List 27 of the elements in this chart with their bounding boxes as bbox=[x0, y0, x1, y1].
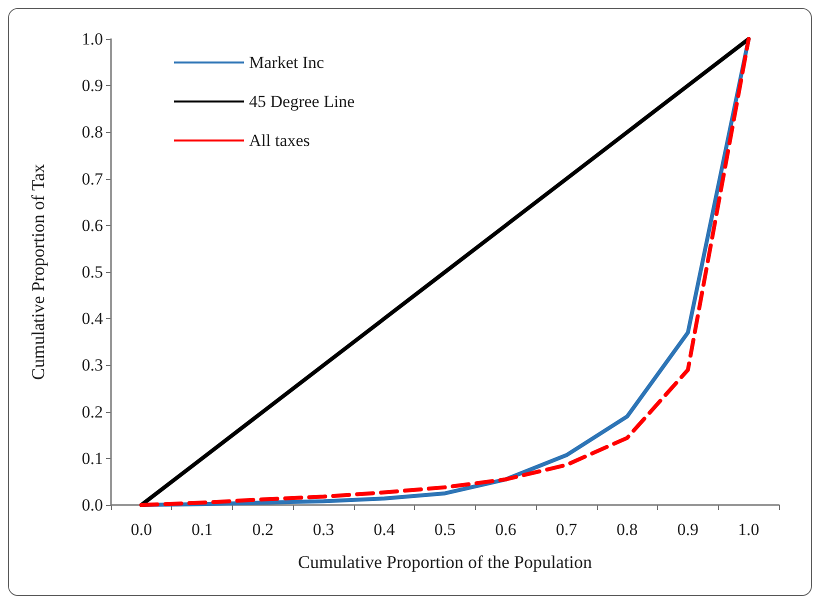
y-tick-label: 0.5 bbox=[82, 262, 103, 282]
y-tick-label: 0.8 bbox=[82, 122, 103, 142]
x-tick-label: 0.8 bbox=[616, 520, 638, 539]
legend-label: 45 Degree Line bbox=[249, 92, 355, 111]
y-axis-title: Cumulative Proportion of Tax bbox=[28, 164, 48, 380]
x-axis-title: Cumulative Proportion of the Population bbox=[298, 552, 592, 572]
x-tick-label: 1.0 bbox=[738, 520, 760, 539]
y-tick-label: 0.2 bbox=[82, 402, 103, 422]
x-tick-label: 0.2 bbox=[252, 520, 274, 539]
x-tick-label: 0.1 bbox=[191, 520, 213, 539]
x-tick-label: 0.7 bbox=[556, 520, 578, 539]
y-tick-label: 0.3 bbox=[82, 356, 103, 375]
x-tick-label: 0.3 bbox=[312, 520, 334, 539]
y-tick-label: 0.7 bbox=[82, 169, 104, 188]
y-tick-label: 0.6 bbox=[82, 216, 103, 235]
legend-label: All taxes bbox=[249, 131, 310, 150]
y-tick-label: 0.1 bbox=[82, 448, 103, 468]
x-tick-label: 0.9 bbox=[677, 520, 699, 539]
y-tick-label: 0.4 bbox=[82, 309, 104, 328]
legend-label: Market Inc bbox=[249, 53, 324, 72]
x-tick-label: 0.4 bbox=[374, 520, 396, 539]
y-tick-label: 0.9 bbox=[82, 76, 103, 96]
y-tick-label: 1.0 bbox=[82, 30, 103, 48]
x-tick-label: 0.0 bbox=[130, 520, 152, 539]
x-tick-label: 0.6 bbox=[495, 520, 516, 539]
x-tick-label: 0.5 bbox=[434, 520, 456, 539]
y-tick-label: 0.0 bbox=[82, 496, 103, 514]
